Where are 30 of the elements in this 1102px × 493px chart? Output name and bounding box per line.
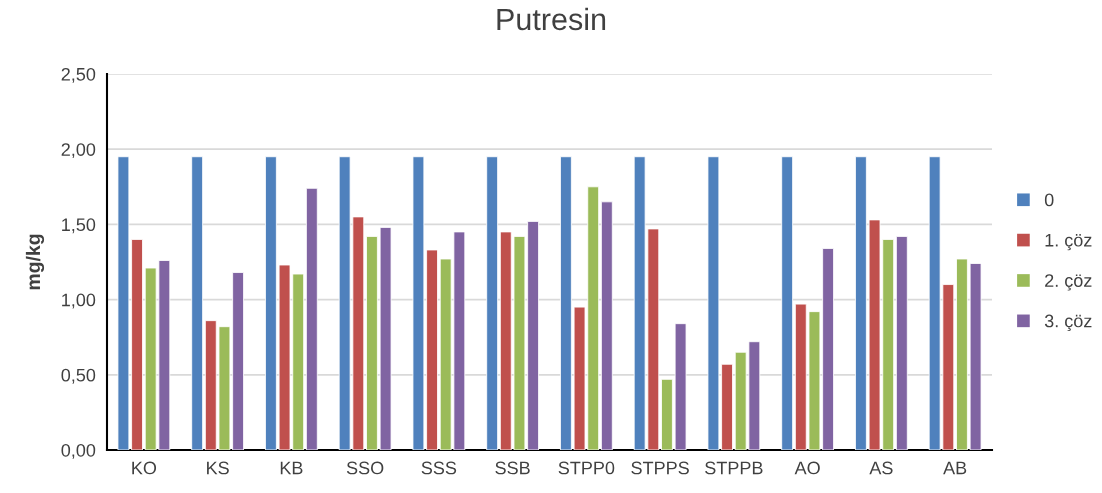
x-tick-label: SSS <box>421 461 457 475</box>
x-tick-label: KO <box>132 461 157 475</box>
bar <box>191 156 204 450</box>
y-tick-label: 2,50 <box>61 67 96 83</box>
y-axis-title: mg/kg <box>25 234 45 290</box>
y-tick-label: 1,00 <box>62 293 96 309</box>
legend-label: 3. çöz <box>1044 314 1092 331</box>
x-tick-label: STPPS <box>631 461 689 475</box>
x-tick-label: KS <box>207 461 229 475</box>
x-tick-label: SSO <box>346 461 384 475</box>
y-tick-label: 0,50 <box>61 368 96 384</box>
bar <box>486 156 499 450</box>
chart-title: Putresin <box>497 7 606 31</box>
x-tick-label: STPPB <box>705 461 763 475</box>
x-tick-label: AO <box>794 461 820 475</box>
x-tick-label: KB <box>280 461 303 475</box>
y-tick-label: 2,00 <box>61 143 96 159</box>
x-tick-label: AS <box>869 461 893 475</box>
bar <box>781 156 794 450</box>
legend-label: 2. çöz <box>1045 274 1092 291</box>
y-tick-label: 1,50 <box>62 218 96 234</box>
x-tick-label: STPP0 <box>558 461 615 475</box>
x-tick-label: AB <box>943 461 967 475</box>
bar <box>600 201 613 450</box>
legend-label: 1. çöz <box>1045 233 1092 251</box>
bar <box>305 187 318 450</box>
bar <box>895 236 908 450</box>
legend-label: 0 <box>1044 193 1054 207</box>
x-tick-label: SSB <box>495 461 530 475</box>
y-tick-label: 0,00 <box>61 443 96 459</box>
